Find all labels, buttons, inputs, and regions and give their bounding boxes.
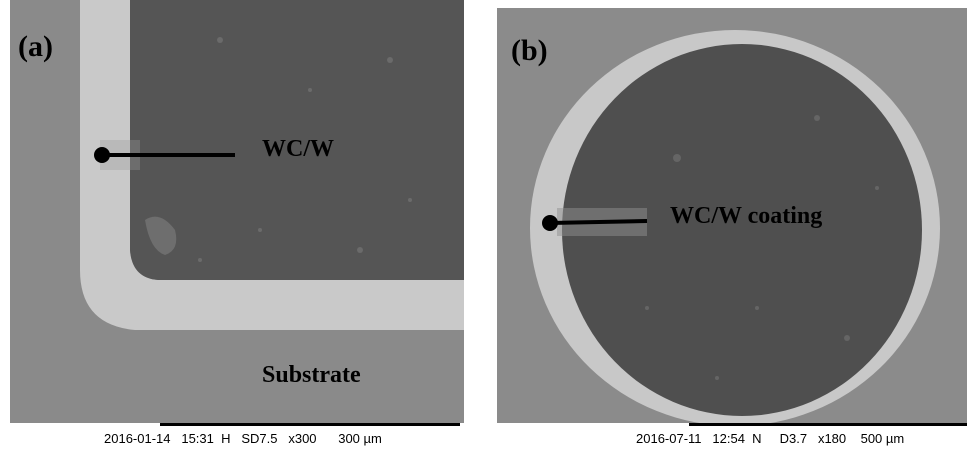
pointer-dot-b bbox=[542, 215, 558, 231]
pointer-dot-a bbox=[94, 147, 110, 163]
sem-micrograph-b bbox=[497, 8, 967, 423]
info-magnification-a: x300 bbox=[288, 431, 317, 446]
scale-bar-a bbox=[160, 423, 460, 426]
inner-disk-b bbox=[562, 44, 922, 416]
info-date-b: 2016-07-11 bbox=[636, 431, 702, 446]
panel-label-b: (b) bbox=[511, 34, 548, 67]
coating-layer-a bbox=[80, 0, 464, 330]
particles-b bbox=[645, 115, 879, 380]
info-bar-b: 2016-07-11 12:54 N D3.7 x180 500 µm bbox=[636, 432, 904, 445]
sem-image-a: (a) WC/W Substrate bbox=[10, 0, 464, 423]
panel-label-a: (a) bbox=[18, 30, 53, 63]
inner-region-a bbox=[130, 0, 464, 280]
pointer-line-b bbox=[549, 219, 648, 225]
info-detector-a: SD7.5 bbox=[241, 431, 278, 446]
sem-image-b: (b) WC/W coating bbox=[497, 8, 967, 423]
substrate-label-a: Substrate bbox=[262, 362, 361, 388]
info-scale-a: 300 µm bbox=[338, 431, 382, 446]
info-scale-b: 500 µm bbox=[860, 431, 905, 446]
scale-bar-b bbox=[689, 423, 967, 426]
info-mode-b: N bbox=[752, 431, 762, 446]
info-time-a: 15:31 bbox=[181, 431, 214, 446]
info-magnification-b: x180 bbox=[817, 431, 847, 446]
info-detector-b: D3.7 bbox=[779, 431, 808, 446]
inclusion-a bbox=[145, 216, 177, 255]
info-date-a: 2016-01-14 bbox=[104, 431, 171, 446]
info-time-b: 12:54 bbox=[712, 431, 745, 446]
info-bar-a: 2016-01-14 15:31 H SD7.5 x300 300 µm bbox=[104, 432, 382, 445]
coating-label-a: WC/W bbox=[262, 136, 334, 162]
particles-a bbox=[198, 37, 412, 262]
sem-micrograph-a bbox=[10, 0, 464, 423]
coating-label-b: WC/W coating bbox=[670, 203, 823, 229]
info-mode-a: H bbox=[221, 431, 231, 446]
